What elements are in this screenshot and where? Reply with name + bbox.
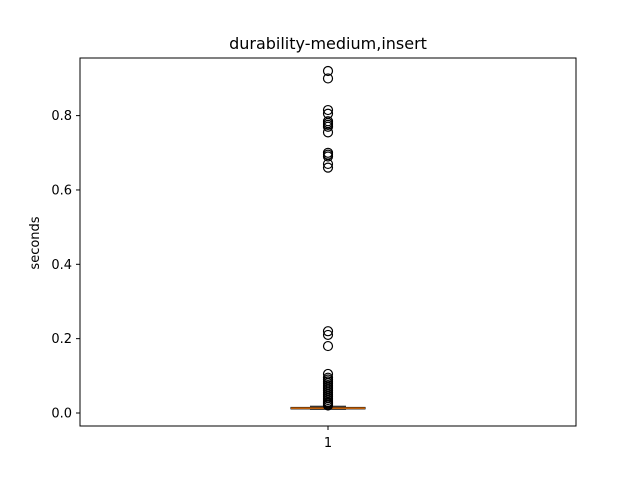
- outlier-point: [322, 151, 334, 162]
- outlier-point: [322, 162, 334, 173]
- y-tick-label: 0.4: [51, 258, 72, 273]
- outlier-point: [322, 329, 334, 341]
- outlier-point: [322, 158, 334, 170]
- x-tick-label: 1: [324, 436, 332, 451]
- plot-area: 0.0 0.2 0.4 0.6 0.8 1: [51, 57, 577, 451]
- outlier-point: [322, 326, 334, 337]
- y-tick-label: 0.8: [51, 109, 72, 124]
- y-axis-label: seconds: [28, 216, 43, 269]
- plot-frame: [79, 57, 577, 427]
- y-tick-label: 0.2: [51, 332, 72, 347]
- outlier-point: [322, 400, 334, 411]
- chart-title: durability-medium,insert: [229, 34, 427, 53]
- outlier-point: [322, 121, 334, 132]
- outlier-point: [322, 104, 334, 116]
- outlier-point: [322, 340, 334, 352]
- outlier-point: [322, 127, 334, 138]
- outlier-point: [322, 73, 334, 84]
- y-tick-label: 0.6: [51, 183, 72, 198]
- outlier-point: [322, 65, 334, 77]
- y-tick-label: 0.0: [51, 406, 72, 421]
